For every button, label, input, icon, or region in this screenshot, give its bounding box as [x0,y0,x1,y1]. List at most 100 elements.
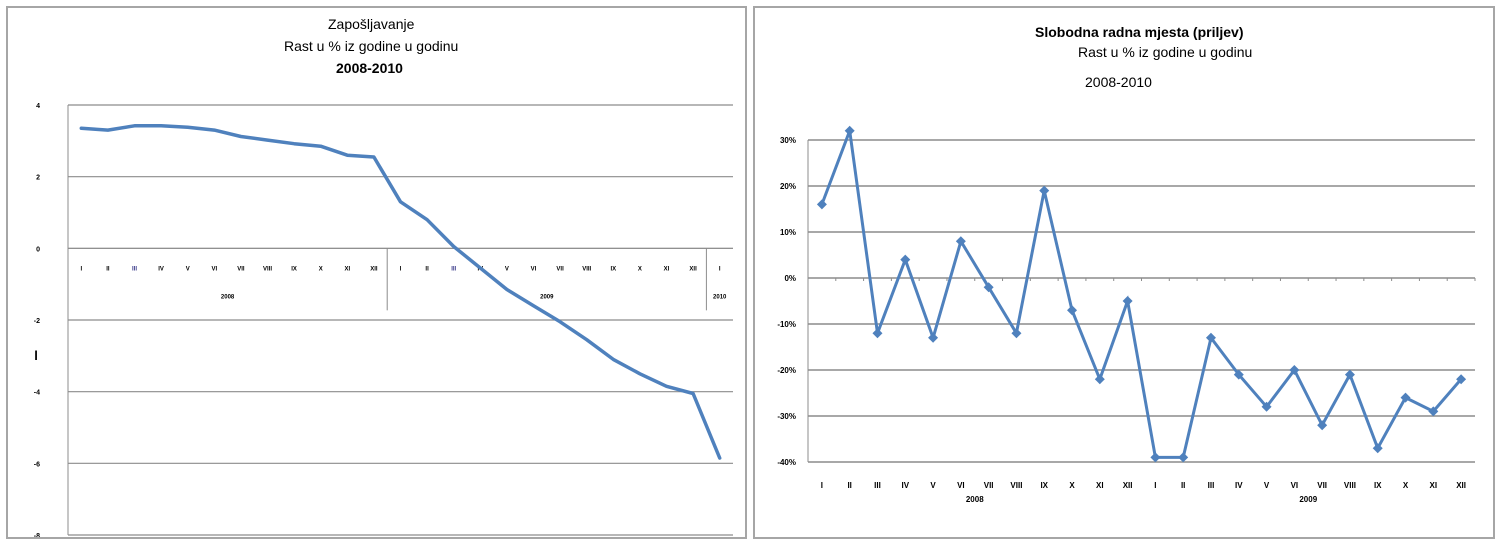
data-point [558,320,562,323]
data-point-marker [872,328,883,339]
y-tick-label: -40% [777,458,796,467]
data-point [425,218,429,221]
x-tick-label: X [638,266,642,272]
x-tick-label: VII [556,266,564,272]
data-point-marker [928,332,939,343]
data-point [638,372,642,375]
x-group-label: 2009 [1299,495,1317,504]
data-point-marker [1178,452,1189,463]
data-point-marker [1205,332,1216,343]
x-tick-label: II [847,481,851,490]
x-tick-label: VII [1317,481,1327,490]
data-point-marker [1289,365,1300,375]
data-point [665,385,668,388]
y-tick-label: -8 [34,533,40,539]
data-point-marker [1122,296,1133,306]
x-tick-label: VIII [1010,481,1022,490]
x-tick-label: X [1403,481,1409,490]
data-point-marker [1261,401,1272,412]
x-tick-label: XI [1430,481,1438,490]
y-tick-label: 0% [784,274,796,283]
data-point-marker [1039,185,1050,196]
x-tick-label: VI [1291,481,1299,490]
data-point [612,358,615,361]
data-point [346,153,349,157]
x-tick-label: III [132,266,137,272]
data-point-marker [1094,374,1105,385]
y-tick-label: -2 [34,318,40,325]
x-tick-label: VI [531,266,537,272]
data-point-marker [900,254,911,265]
data-point [532,304,535,307]
x-group-label: 2010 [713,294,727,300]
y-tick-label: 20% [780,182,796,191]
x-tick-label: IV [901,481,909,490]
x-tick-label: I [1154,481,1156,490]
data-point [372,155,376,159]
x-tick-label: IX [1040,481,1048,490]
chart-subtitle: Rast u % iz godine u godinu [1078,44,1253,60]
x-tick-label: V [1264,481,1270,490]
x-tick-label: XI [664,266,670,272]
x-tick-label: III [874,481,881,490]
x-tick-label: XI [1096,481,1104,490]
x-tick-label: VIII [263,266,272,272]
data-point [479,266,482,270]
y-tick-label: 0 [36,246,40,253]
data-point [585,338,588,341]
data-point-marker [1372,443,1383,454]
data-point [106,128,110,132]
x-group-label: 2008 [221,294,235,300]
x-tick-label: II [106,266,110,272]
x-tick-label: X [1069,481,1075,490]
data-point-marker [1344,369,1355,380]
chart-subtitle: Rast u % iz godine u godinu [284,38,459,54]
data-point-marker [955,236,966,247]
x-tick-label: V [505,266,509,272]
x-tick-label: VI [957,481,965,490]
y-tick-label: 10% [780,228,796,237]
data-point-marker [1400,392,1411,403]
y-tick-label: -10% [777,320,796,329]
data-point-marker [816,199,827,210]
y-tick-label: 4 [36,103,40,110]
series-line [820,130,1463,459]
chart-period: 2008-2010 [1085,74,1152,90]
x-tick-label: I [400,266,402,272]
x-tick-label: IX [1374,481,1382,490]
chart-title: Zapošljavanje [328,16,415,32]
x-tick-label: V [930,481,936,490]
data-point-marker [1456,374,1467,385]
y-tick-label: -20% [777,366,796,375]
x-tick-label: II [1181,481,1185,490]
x-group-label: 2008 [966,495,984,504]
x-tick-label: XI [344,266,350,272]
y-tick-label: -4 [34,390,40,397]
data-point-marker [1317,420,1328,431]
data-point-marker [983,282,994,293]
data-point-marker [1067,305,1078,316]
data-point [292,142,296,145]
x-tick-label: VI [211,266,217,272]
vacancies-line-chart: 30%20%10%0%-10%-20%-30%-40%I II III IV V VI VI… [777,125,1476,504]
x-tick-label: IX [610,266,616,272]
data-point [319,145,322,148]
x-tick-label: X [319,266,323,272]
x-tick-label: VII [984,481,994,490]
y-tick-label: 2 [36,175,40,182]
data-point-marker [844,125,855,136]
data-point [159,124,163,127]
data-point-marker [1011,328,1022,339]
data-point [691,392,695,395]
vacancies-chart-panel: Slobodna radna mjesta (priljev) Rast u %… [753,6,1495,539]
x-tick-label: IV [1235,481,1243,490]
data-point-marker [1233,369,1244,380]
data-point [718,456,721,460]
chart-period: 2008-2010 [336,60,403,76]
x-tick-label: I [80,266,82,272]
data-point [239,135,243,138]
x-tick-label: VIII [1344,481,1356,490]
x-tick-label: XII [370,266,378,272]
x-tick-label: I [719,266,721,272]
y-tick-label: -30% [777,412,796,421]
